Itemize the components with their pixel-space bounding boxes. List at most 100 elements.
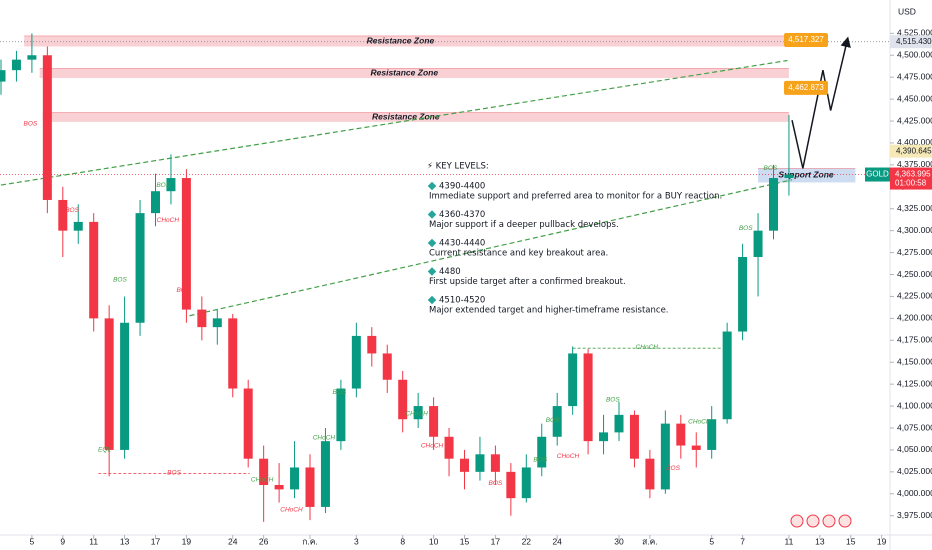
candle-body [490,454,500,472]
structure-label: BOS [332,389,346,396]
candle-body [599,432,609,442]
candle-body [444,436,454,459]
candle-body [521,467,531,499]
key-level-text: Major support if a deeper pullback devel… [429,220,619,230]
candle-body [120,322,130,450]
axis-tag [890,35,932,49]
x-tick-label: 13 [120,536,130,546]
y-tick-label: 4,000.000 [897,488,932,498]
structure-label: BOS [156,182,170,189]
key-level-range: 4480 [439,267,461,277]
y-tick-label: 4,200.000 [897,313,932,323]
level-label: BOS [167,469,181,476]
candle-body [58,199,68,231]
candle-body [290,467,300,490]
price-tag [784,80,828,95]
structure-label: CHoCH [157,217,180,224]
structure-label: BOS [65,207,79,214]
key-level-text: Immediate support and preferred area to … [429,192,722,202]
candle-body [660,423,670,490]
symbol-label: GOLD [866,170,889,179]
axis-tag-label: 4,390.645 [896,146,932,155]
y-tick-label: 4,125.000 [897,378,932,388]
zone [24,35,797,47]
structure-label: BOS [489,480,503,487]
candle-body [42,55,52,200]
key-level-text: First upside target after a confirmed br… [429,277,626,287]
zone [39,68,789,79]
flag-icon [822,514,836,528]
candle-body [722,331,732,420]
diamond-icon [427,295,437,305]
axis-tag-label: 4,515.430 [896,37,932,46]
key-level-text: Current resistance and key breakout area… [429,249,608,259]
candle-body [769,178,778,231]
y-tick-label: 4,150.000 [897,356,932,366]
current-price-label: 4,363.995 [895,170,931,179]
candle-body [676,423,686,446]
candle-body [259,458,269,486]
candle-body [568,353,578,407]
current-price-tag [890,167,932,190]
candle-body [382,353,392,380]
candle-body [166,178,176,192]
structure-label: BOS [606,397,620,404]
zone-label: Support Zone [778,170,834,180]
structure-label: BOS [666,465,680,472]
y-tick-label: 4,050.000 [897,444,932,454]
zone-label: Resistance Zone [367,35,435,45]
y-tick-label: 4,300.000 [897,225,932,235]
structure-label: CHoCH [313,434,336,441]
x-tick-label: 24 [552,536,562,546]
x-tick-label: 17 [491,536,501,546]
structure-label: BOS [113,276,127,283]
structure-label: BOS [764,165,778,172]
structure-label: CHoCH [251,476,274,483]
x-tick-label: 26 [259,536,269,546]
candle-body [336,388,346,442]
price-tag-label: 4,517.327 [788,35,824,44]
candle-body [413,406,423,420]
key-level-range: 4360-4370 [439,210,485,220]
structure-label: BOS [23,120,37,127]
key-levels-title: ⚡ KEY LEVELS: [427,162,489,172]
y-tick-label: 4,250.000 [897,269,932,279]
structure-label: BOS [533,456,547,463]
y-tick-label: 4,400.000 [897,137,932,147]
candle-body [351,335,361,389]
x-tick-label: 19 [877,536,887,546]
candle-body [181,178,191,310]
x-tick-label: 22 [522,536,532,546]
x-tick-label: 9 [60,536,65,546]
price-tag-label: 4,462.873 [788,83,824,92]
x-tick-label: 15 [846,536,856,546]
candle-body [0,70,6,82]
structure-label: BOS [546,417,560,424]
flag-icon [838,514,852,528]
x-tick-label: 30 [614,536,624,546]
candle-body [305,467,315,507]
candle-body [691,445,701,450]
x-tick-label: 7 [740,536,745,546]
level-label: CHoCH [636,344,659,351]
candle-body [27,55,37,60]
candle-body [367,335,377,354]
candle-body [614,414,624,433]
structure-label: CHoCH [557,453,580,460]
candle-body [212,318,222,328]
y-tick-label: 4,475.000 [897,71,932,81]
x-tick-label: 15 [460,536,470,546]
candle-body [429,406,439,437]
axis-tag [890,144,932,158]
y-tick-label: 4,075.000 [897,422,932,432]
candle-body [228,318,238,389]
candle-body [197,309,207,328]
zone [758,168,856,183]
x-tick-label: 10 [429,536,439,546]
candle-body [629,414,639,459]
x-tick-label: 19 [182,536,192,546]
flag-icon [806,514,820,528]
y-tick-label: 4,100.000 [897,400,932,410]
structure-label: EQL [98,447,111,454]
